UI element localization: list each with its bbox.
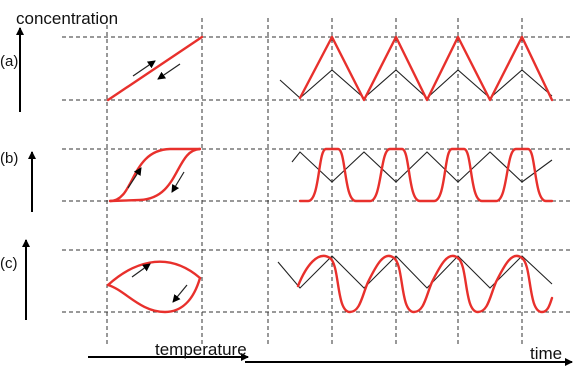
horizontal-gridlines bbox=[62, 36, 572, 313]
panel-c-label: (c) bbox=[0, 255, 18, 272]
panel-a-up-arrow bbox=[132, 60, 156, 77]
panel-a-temperature-trace bbox=[279, 69, 553, 99]
temperature-label: temperature bbox=[155, 340, 247, 359]
vertical-gridlines bbox=[106, 18, 523, 345]
panel-a-label: (a) bbox=[0, 53, 18, 70]
time-label: time bbox=[530, 344, 562, 363]
panel-c-cooling-curve bbox=[106, 276, 202, 314]
panel-b-up-arrow bbox=[127, 167, 142, 189]
panel-c-temperature-trace bbox=[277, 255, 553, 289]
panel-c-concentration-trace bbox=[296, 254, 554, 314]
panel-a-concentration-trace bbox=[298, 35, 554, 102]
panel-c-down-arrow bbox=[172, 284, 188, 303]
panel-b-label: (b) bbox=[0, 150, 18, 167]
panel-c-heating-curve bbox=[106, 260, 202, 287]
panel-a-down-arrow bbox=[157, 63, 181, 80]
panel-c-up-arrow bbox=[131, 263, 151, 278]
panel-b-concentration-trace bbox=[298, 147, 554, 203]
panel-a-linear-curve bbox=[106, 35, 204, 102]
panel-b-cooling-curve bbox=[108, 147, 202, 203]
panel-b-down-arrow bbox=[171, 171, 185, 193]
concentration-label: concentration bbox=[16, 9, 118, 28]
panel-b-temperature-trace bbox=[291, 151, 553, 183]
